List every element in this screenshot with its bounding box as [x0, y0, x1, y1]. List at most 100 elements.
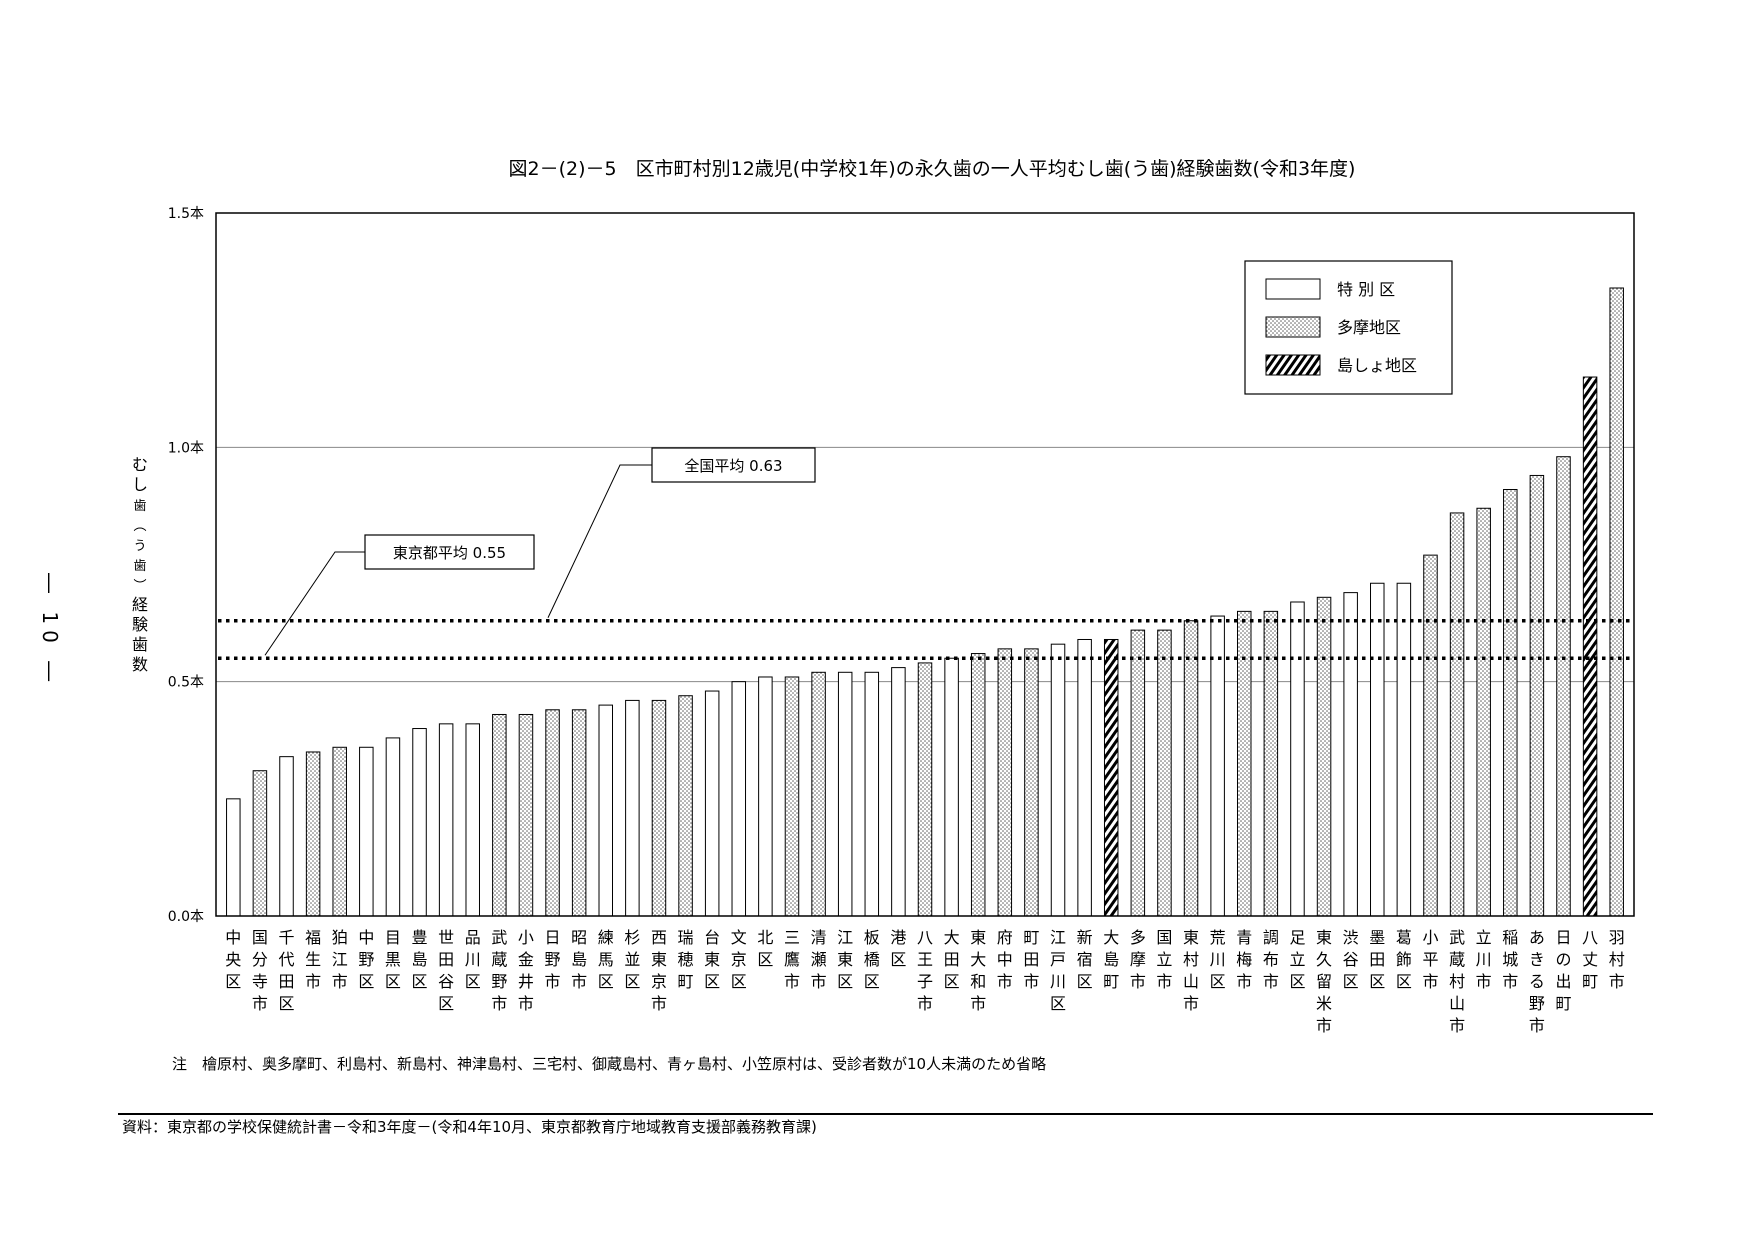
bar — [917, 662, 933, 917]
bar — [332, 746, 347, 917]
svg-text:区: 区 — [704, 972, 720, 991]
svg-text:江: 江 — [1050, 928, 1066, 947]
svg-text:市: 市 — [491, 994, 507, 1013]
svg-text:区: 区 — [1050, 994, 1066, 1013]
bar — [1103, 638, 1119, 917]
reference-line-label: 東京都平均 0.55 — [393, 544, 506, 562]
legend-label: 多摩地区 — [1337, 318, 1401, 337]
svg-text:和: 和 — [970, 972, 986, 991]
plot-frame — [215, 212, 1635, 917]
svg-text:区: 区 — [1210, 972, 1226, 991]
svg-text:区: 区 — [731, 972, 747, 991]
svg-text:練: 練 — [598, 928, 614, 947]
svg-text:飾: 飾 — [1396, 950, 1412, 969]
bar — [438, 723, 454, 917]
bar — [784, 676, 800, 917]
svg-text:区: 区 — [279, 994, 295, 1013]
svg-text:区: 区 — [1369, 972, 1385, 991]
svg-text:摩: 摩 — [1130, 950, 1146, 969]
svg-text:板: 板 — [864, 928, 880, 947]
svg-text:区: 区 — [1289, 972, 1305, 991]
svg-text:市: 市 — [518, 994, 534, 1013]
reference-lines: 全国平均 0.63 東京都平均 0.55 — [218, 447, 1632, 660]
y-axis-label-char: ︶ — [133, 579, 146, 594]
svg-text:調: 調 — [1263, 928, 1279, 947]
svg-text:区: 区 — [944, 972, 960, 991]
svg-text:区: 区 — [1077, 972, 1093, 991]
svg-text:多: 多 — [1130, 928, 1146, 947]
y-tick-label: 0.0本 — [168, 909, 204, 925]
y-axis-label-char: 歯 — [132, 635, 148, 654]
svg-text:東: 東 — [970, 928, 986, 947]
svg-text:区: 区 — [225, 972, 241, 991]
svg-text:町: 町 — [1103, 972, 1119, 991]
svg-text:米: 米 — [1316, 994, 1332, 1013]
svg-text:台: 台 — [704, 928, 720, 947]
bar — [1290, 601, 1305, 917]
bar — [1449, 512, 1465, 917]
x-tick-label: 足立区 — [1289, 928, 1305, 991]
svg-text:川: 川 — [465, 950, 481, 969]
x-tick-label: 大田区 — [944, 928, 960, 991]
svg-text:田: 田 — [944, 950, 960, 969]
bar — [1582, 376, 1598, 917]
svg-text:田: 田 — [438, 950, 454, 969]
bar — [279, 756, 294, 917]
svg-text:布: 布 — [1263, 950, 1279, 969]
svg-text:大: 大 — [1103, 928, 1119, 947]
source-divider — [118, 1113, 1653, 1115]
svg-text:立: 立 — [1289, 950, 1305, 969]
svg-text:八: 八 — [917, 928, 933, 947]
svg-text:市: 市 — [305, 972, 321, 991]
svg-text:区: 区 — [624, 972, 640, 991]
bar — [518, 713, 534, 917]
svg-text:区: 区 — [465, 972, 481, 991]
svg-text:市: 市 — [1130, 972, 1146, 991]
y-axis-ticks: 0.0本 0.5本 1.0本 1.5本 — [168, 206, 204, 925]
svg-text:日: 日 — [1555, 928, 1571, 947]
x-tick-label: 調布市 — [1263, 928, 1279, 991]
svg-text:村: 村 — [1609, 950, 1625, 969]
x-tick-label: 板橋区 — [864, 928, 880, 991]
bar — [1050, 643, 1066, 917]
svg-text:町: 町 — [678, 972, 694, 991]
legend-swatch — [1265, 316, 1321, 338]
svg-text:中: 中 — [358, 928, 374, 947]
svg-text:市: 市 — [1529, 1016, 1545, 1035]
x-tick-label: 中央区 — [225, 928, 241, 991]
bar — [864, 671, 880, 917]
x-tick-label: 文京区 — [731, 928, 747, 991]
svg-text:丈: 丈 — [1582, 950, 1598, 969]
svg-text:区: 区 — [890, 950, 906, 969]
svg-text:渋: 渋 — [1343, 928, 1359, 947]
svg-text:大: 大 — [970, 950, 986, 969]
svg-text:川: 川 — [1476, 950, 1492, 969]
x-axis-labels: 中央区国分寺市千代田区福生市狛江市中野区目黒区豊島区世田谷区品川区武蔵野市小金井… — [225, 928, 1624, 1035]
x-tick-label: 豊島区 — [412, 928, 428, 991]
svg-text:市: 市 — [1316, 1016, 1332, 1035]
svg-text:子: 子 — [917, 972, 933, 991]
x-tick-label: 三鷹市 — [784, 928, 800, 991]
svg-text:島: 島 — [571, 950, 587, 969]
bar — [625, 699, 640, 917]
svg-text:宿: 宿 — [1077, 950, 1093, 969]
y-axis-label: むし歯︵う歯︶経験歯数 — [132, 455, 148, 674]
svg-text:市: 市 — [332, 972, 348, 991]
svg-text:井: 井 — [518, 972, 534, 991]
x-tick-label: 中野区 — [358, 928, 374, 991]
svg-text:国: 国 — [252, 928, 268, 947]
x-tick-label: 大島町 — [1103, 928, 1119, 991]
bar — [1370, 582, 1385, 917]
callout-box — [364, 534, 535, 570]
bar — [1024, 648, 1039, 917]
bar — [970, 653, 986, 917]
svg-text:橋: 橋 — [864, 950, 880, 969]
bar — [305, 751, 321, 917]
svg-text:三: 三 — [784, 928, 800, 947]
svg-text:武: 武 — [1449, 928, 1465, 947]
